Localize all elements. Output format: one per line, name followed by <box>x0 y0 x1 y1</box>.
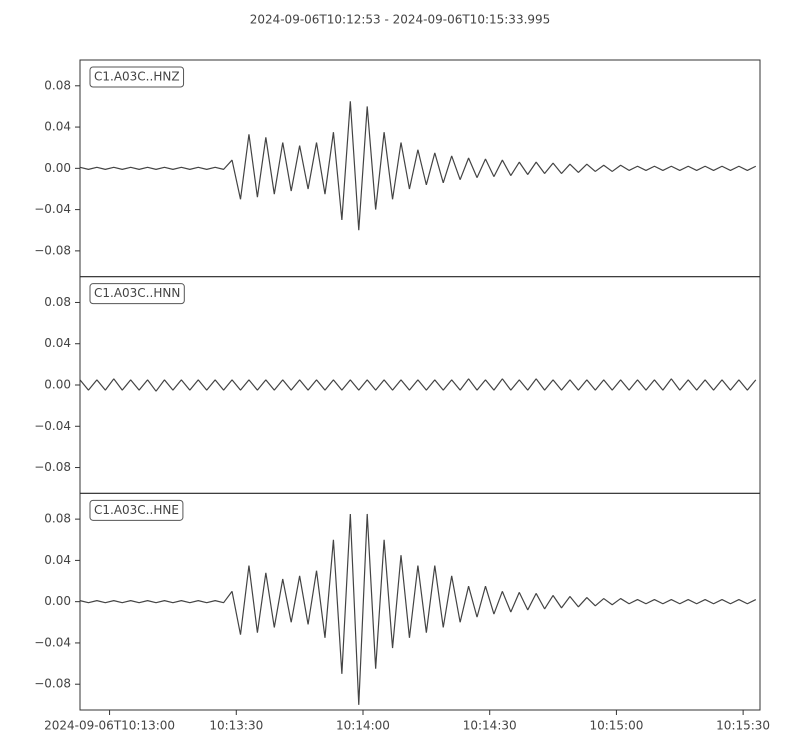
y-tick-label: 0.00 <box>44 594 71 608</box>
x-tick-label: 10:14:30 <box>463 719 517 733</box>
x-tick-label: 10:15:00 <box>589 719 643 733</box>
y-tick-label: 0.04 <box>44 553 71 567</box>
trace-label: C1.A03C..HNN <box>94 286 180 300</box>
waveform <box>79 101 757 231</box>
y-tick-label: −0.04 <box>34 635 71 649</box>
y-tick-label: 0.08 <box>44 512 71 526</box>
panel-frame <box>79 492 761 711</box>
y-tick-label: −0.04 <box>34 419 71 433</box>
y-tick-label: 0.04 <box>44 120 71 134</box>
x-tick-label: 10:14:00 <box>336 719 390 733</box>
y-tick-label: 0.04 <box>44 336 71 350</box>
y-tick-label: −0.08 <box>34 677 71 691</box>
chart-title: 2024-09-06T10:12:53 - 2024-09-06T10:15:3… <box>250 13 551 27</box>
y-tick-label: 0.08 <box>44 295 71 309</box>
y-tick-label: −0.08 <box>34 460 71 474</box>
x-tick-label: 10:13:30 <box>209 719 263 733</box>
waveform <box>79 378 757 392</box>
y-tick-label: 0.00 <box>44 161 71 175</box>
y-tick-label: 0.08 <box>44 78 71 92</box>
y-tick-label: 0.00 <box>44 378 71 392</box>
x-tick-label: 10:15:30 <box>716 719 770 733</box>
trace-label-box <box>89 66 185 88</box>
trace-label-box <box>89 499 184 521</box>
y-tick-label: −0.04 <box>34 202 71 216</box>
trace-label: C1.A03C..HNZ <box>94 70 180 84</box>
waveform <box>79 513 757 705</box>
x-tick-label: 2024-09-06T10:13:00 <box>44 719 175 733</box>
y-tick-label: −0.08 <box>34 243 71 257</box>
trace-label: C1.A03C..HNE <box>94 503 179 517</box>
trace-label-box <box>89 283 185 305</box>
